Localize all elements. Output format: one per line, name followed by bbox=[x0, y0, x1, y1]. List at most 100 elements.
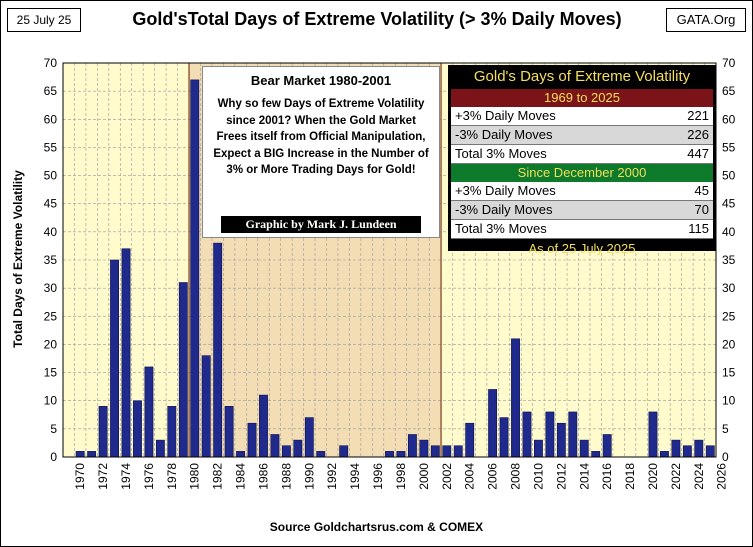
stats-label: +3% Daily Moves bbox=[455, 108, 556, 123]
y-tick-label-right: 50 bbox=[722, 169, 736, 183]
x-tick-label: 2008 bbox=[509, 463, 523, 490]
y-tick-label-right: 45 bbox=[722, 197, 736, 211]
stats-label: -3% Daily Moves bbox=[455, 202, 553, 217]
y-tick-label-left: 60 bbox=[44, 112, 58, 126]
y-tick-label-right: 10 bbox=[722, 394, 736, 408]
bar-2012 bbox=[556, 422, 566, 458]
x-tick-label: 1976 bbox=[142, 463, 156, 490]
x-tick-label: 2002 bbox=[440, 463, 454, 490]
x-tick-label: 2022 bbox=[669, 463, 683, 490]
bar-2006 bbox=[488, 389, 498, 458]
stats-label: Total 3% Moves bbox=[455, 146, 547, 161]
bar-2008 bbox=[511, 338, 520, 458]
y-tick-label-left: 50 bbox=[44, 169, 58, 183]
x-tick-label: 2010 bbox=[531, 463, 545, 490]
bar-1984 bbox=[236, 451, 245, 458]
x-tick-label: 1988 bbox=[279, 463, 293, 490]
bar-1986 bbox=[259, 394, 268, 458]
y-tick-label-left: 5 bbox=[50, 422, 57, 436]
y-tick-label-left: 20 bbox=[44, 337, 58, 351]
bar-2002 bbox=[442, 445, 452, 458]
stats-row: Total 3% Moves 447 bbox=[451, 145, 713, 164]
y-tick-label-left: 55 bbox=[44, 140, 58, 154]
stats-label: +3% Daily Moves bbox=[455, 183, 556, 198]
y-tick-label-right: 30 bbox=[722, 281, 736, 295]
stats-value: 70 bbox=[694, 202, 709, 217]
x-tick-label: 2016 bbox=[600, 463, 614, 490]
y-tick-label-left: 35 bbox=[44, 253, 58, 267]
x-tick-label: 1992 bbox=[325, 463, 339, 490]
bar-1972 bbox=[98, 406, 108, 458]
y-tick-label-left: 65 bbox=[44, 84, 58, 98]
stats-value: 115 bbox=[688, 221, 709, 236]
source-note: Source Goldchartsrus.com & COMEX bbox=[269, 520, 484, 534]
x-tick-label: 1996 bbox=[371, 463, 385, 490]
stats-value: 226 bbox=[687, 127, 709, 142]
x-tick-label: 1980 bbox=[188, 463, 202, 490]
bar-1979 bbox=[178, 282, 188, 458]
stats-row: +3% Daily Moves 45 bbox=[451, 182, 713, 201]
bar-2021 bbox=[660, 451, 669, 458]
stats-row: +3% Daily Moves 221 bbox=[451, 107, 713, 126]
bar-2014 bbox=[579, 439, 589, 458]
y-tick-label-right: 25 bbox=[722, 309, 736, 323]
stats-value: 447 bbox=[687, 146, 709, 161]
bar-2000 bbox=[419, 439, 429, 458]
bar-1978 bbox=[167, 406, 177, 458]
y-tick-label-left: 45 bbox=[44, 197, 58, 211]
bar-1990 bbox=[304, 417, 314, 458]
bar-2010 bbox=[534, 439, 543, 458]
y-tick-label-right: 20 bbox=[722, 337, 736, 351]
y-tick-label-left: 15 bbox=[44, 366, 58, 380]
bar-1988 bbox=[281, 445, 291, 458]
y-tick-label-right: 35 bbox=[722, 253, 736, 267]
y-tick-label-left: 10 bbox=[44, 394, 58, 408]
y-tick-label-left: 0 bbox=[50, 450, 57, 464]
x-tick-label: 1990 bbox=[302, 463, 316, 490]
bar-2013 bbox=[568, 411, 578, 458]
bar-2003 bbox=[453, 445, 463, 458]
bar-2023 bbox=[682, 445, 692, 458]
x-tick-label: 2024 bbox=[692, 463, 706, 490]
bear-market-note: Bear Market 1980-2001 Why so few Days of… bbox=[202, 66, 440, 238]
bar-1981 bbox=[201, 355, 211, 458]
bar-1985 bbox=[247, 422, 257, 458]
stats-row: -3% Daily Moves 226 bbox=[451, 126, 713, 145]
x-tick-label: 2006 bbox=[486, 463, 500, 490]
x-tick-label: 2014 bbox=[577, 463, 591, 490]
bar-1999 bbox=[407, 434, 417, 458]
y-tick-label-right: 60 bbox=[722, 112, 736, 126]
bar-2024 bbox=[694, 439, 704, 458]
x-tick-label: 1970 bbox=[73, 463, 87, 490]
bar-2016 bbox=[602, 434, 612, 458]
bar-1991 bbox=[316, 451, 326, 458]
bar-1989 bbox=[293, 439, 303, 458]
y-tick-label-right: 15 bbox=[722, 366, 736, 380]
stats-label: Total 3% Moves bbox=[455, 221, 547, 236]
y-tick-label-right: 40 bbox=[722, 225, 736, 239]
bear-market-text: Why so few Days of Extreme Volatility si… bbox=[213, 98, 429, 176]
y-tick-label-right: 0 bbox=[722, 450, 729, 464]
period-1969-2025: 1969 to 2025 bbox=[451, 89, 713, 107]
bar-1983 bbox=[224, 406, 234, 458]
x-tick-label: 2026 bbox=[715, 463, 729, 490]
x-tick-label: 1994 bbox=[348, 463, 362, 490]
bar-1975 bbox=[133, 400, 142, 458]
bar-1973 bbox=[110, 259, 119, 458]
bar-1976 bbox=[144, 366, 154, 458]
bar-1987 bbox=[270, 434, 280, 458]
bar-2015 bbox=[591, 451, 601, 458]
y-tick-label-left: 40 bbox=[44, 225, 58, 239]
x-tick-label: 1984 bbox=[234, 463, 248, 490]
chart-title: Gold'sTotal Days of Extreme Volatility (… bbox=[132, 9, 622, 29]
bar-1980 bbox=[190, 79, 200, 458]
y-tick-label-left: 70 bbox=[44, 56, 58, 70]
y-tick-label-right: 65 bbox=[722, 84, 736, 98]
x-tick-label: 2018 bbox=[623, 463, 637, 490]
bar-1974 bbox=[121, 248, 131, 458]
x-tick-label: 1998 bbox=[394, 463, 408, 490]
y-tick-label-left: 30 bbox=[44, 281, 58, 295]
stats-value: 45 bbox=[694, 183, 709, 198]
stats-title: Gold's Days of Extreme Volatility bbox=[473, 68, 691, 85]
y-tick-label-right: 70 bbox=[722, 56, 736, 70]
